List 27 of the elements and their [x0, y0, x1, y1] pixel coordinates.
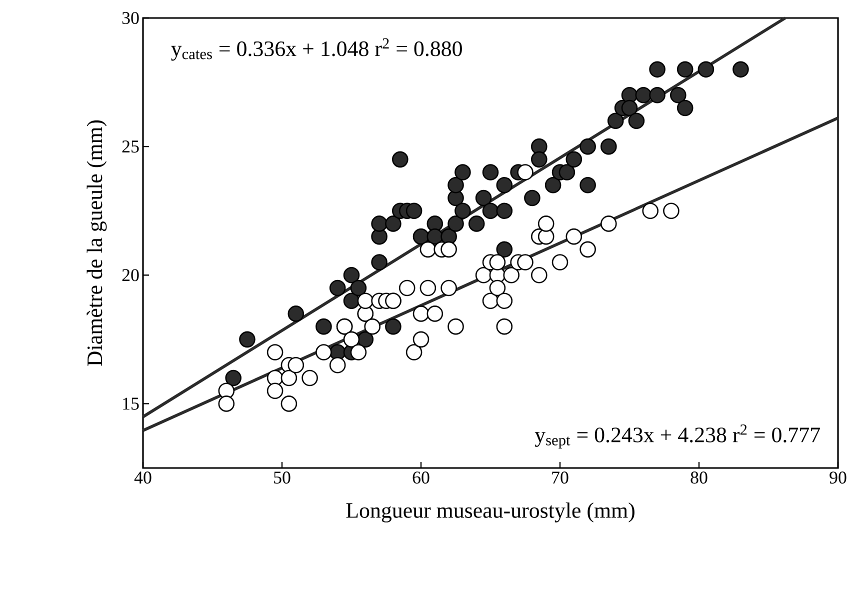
point — [517, 164, 534, 180]
x-tick-label: 80 — [690, 472, 708, 484]
point — [350, 344, 367, 360]
point — [517, 254, 534, 270]
point — [343, 331, 360, 348]
x-tick-label: 60 — [412, 472, 430, 484]
y-tick-label: 20 — [122, 269, 139, 282]
point — [364, 318, 380, 335]
point — [600, 216, 617, 232]
y-axis-title: Diamètre de la gueule (mm) — [86, 120, 107, 366]
y-tick-label: 15 — [123, 398, 139, 410]
x-tick-label: 40 — [134, 472, 152, 484]
x-tick-label: 70 — [552, 472, 568, 484]
point — [316, 344, 332, 360]
x-tick-label: 50 — [274, 472, 290, 484]
point — [489, 254, 506, 270]
x-tick-label: 90 — [830, 472, 846, 484]
x-axis-title: Longueur museau-urostyle (mm) — [346, 502, 634, 522]
annotation: y$_{cates}$ = 0.336x + 1.048 r$^{2}$ = 0.880 — [171, 38, 462, 61]
y-tick-label: 30 — [122, 12, 139, 24]
point — [475, 266, 492, 284]
point — [288, 356, 304, 374]
y-tick-label: 25 — [122, 140, 139, 153]
point — [440, 280, 457, 296]
annotation: y$_{sept}$ = 0.243x + 4.238 r$^{2}$ = 0.777 — [534, 424, 820, 449]
point — [566, 228, 582, 245]
point — [440, 241, 457, 258]
